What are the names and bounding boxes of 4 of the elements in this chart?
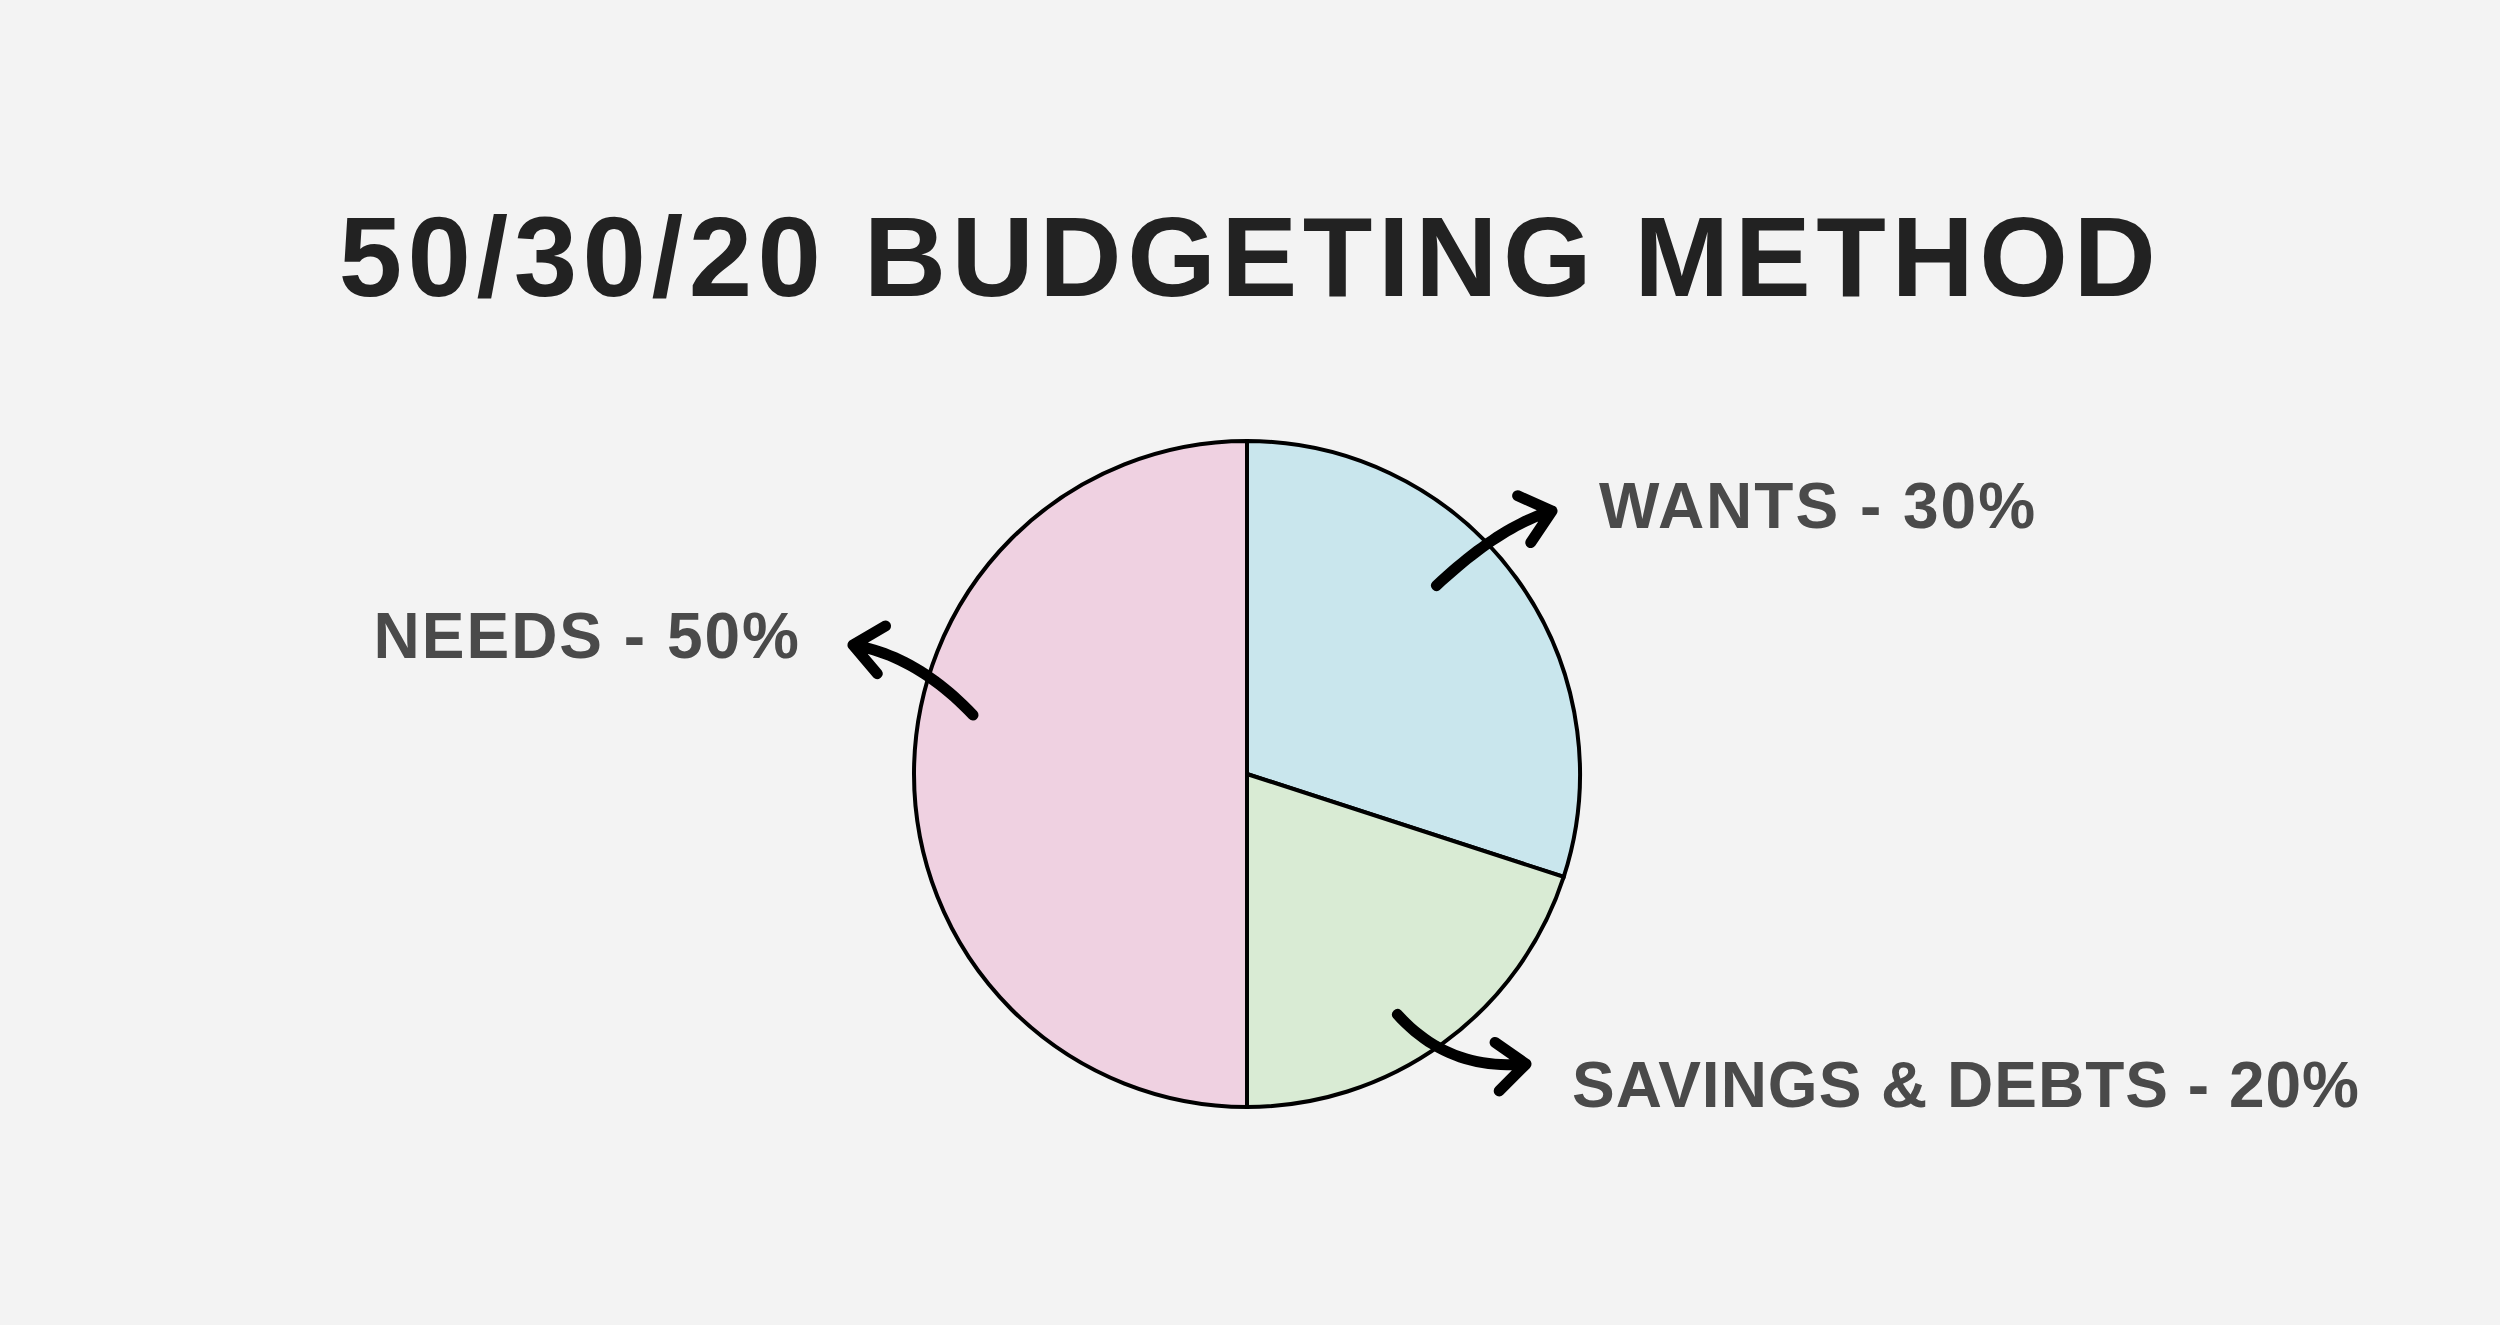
slice-label: NEEDS - 50% [373,600,801,672]
slice-label: WANTS - 30% [1599,470,2038,542]
chart-title: 50/30/20 BUDGETING METHOD [338,193,2162,320]
slice-label: SAVINGS & DEBTS - 20% [1572,1049,2360,1121]
